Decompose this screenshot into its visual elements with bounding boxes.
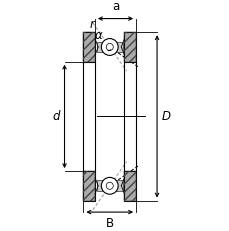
Bar bbox=[83, 32, 95, 62]
Bar bbox=[96, 180, 104, 191]
Text: d: d bbox=[53, 110, 60, 123]
Bar bbox=[83, 171, 95, 201]
Text: α: α bbox=[94, 29, 102, 42]
Bar bbox=[115, 42, 122, 52]
Circle shape bbox=[101, 177, 118, 194]
Bar bbox=[83, 171, 95, 201]
Bar bbox=[96, 42, 104, 52]
Bar bbox=[115, 180, 122, 191]
Bar bbox=[124, 171, 135, 201]
Bar bbox=[124, 32, 135, 62]
Text: B: B bbox=[105, 217, 113, 230]
Text: a: a bbox=[112, 0, 119, 13]
Circle shape bbox=[101, 39, 118, 55]
Bar bbox=[124, 171, 135, 201]
Text: D: D bbox=[161, 110, 169, 123]
Bar bbox=[124, 32, 135, 62]
Text: r: r bbox=[89, 18, 94, 31]
Bar bbox=[83, 32, 95, 62]
